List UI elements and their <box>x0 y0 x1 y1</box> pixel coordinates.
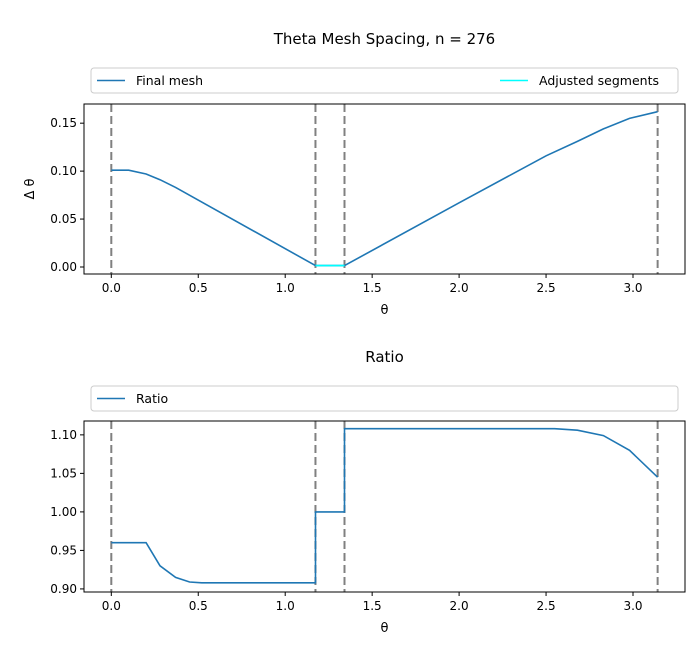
legend: Final mesh Adjusted segments <box>90 67 679 94</box>
axes-frame <box>83 420 686 593</box>
x-tick-label: 0.0 <box>102 281 121 295</box>
series-line-final-mesh <box>111 110 658 267</box>
y-tick-label: 0.10 <box>50 164 77 178</box>
y-axis-label: Δ θ <box>23 178 38 199</box>
legend-box <box>90 385 679 412</box>
y-tick-label: 0.90 <box>50 582 77 596</box>
x-tick-label: 1.5 <box>363 599 382 613</box>
series-line-ratio <box>111 427 659 584</box>
x-tick-label: 1.0 <box>276 281 295 295</box>
chart-title: Theta Mesh Spacing, n = 276 <box>273 30 495 48</box>
x-tick-label: 0.5 <box>189 281 208 295</box>
legend-box <box>90 67 679 94</box>
chart-title: Ratio <box>365 348 404 366</box>
x-tick-label: 3.0 <box>623 599 642 613</box>
legend: Ratio <box>90 385 679 412</box>
x-tick-label: 2.5 <box>537 281 556 295</box>
subplot-2: Ratio 0.0 0.5 1.0 1.5 2.0 2.5 3.0 0.90 0.95 1.00 1.… <box>50 348 686 636</box>
x-tick-label: 3.0 <box>623 281 642 295</box>
y-tick-label: 1.00 <box>50 505 77 519</box>
x-tick-label: 1.5 <box>363 281 382 295</box>
y-tick-label: 0.95 <box>50 543 77 557</box>
x-tick-label: 0.0 <box>102 599 121 613</box>
x-tick-label: 0.5 <box>189 599 208 613</box>
y-tick-label: 0.00 <box>50 260 77 274</box>
y-tick-label: 1.10 <box>50 428 77 442</box>
x-axis-label: θ <box>381 621 389 636</box>
y-tick-label: 0.15 <box>50 116 77 130</box>
axes-frame <box>83 103 686 275</box>
y-tick-label: 1.05 <box>50 466 77 480</box>
y-tick-label: 0.05 <box>50 212 77 226</box>
legend-label: Adjusted segments <box>539 73 659 88</box>
x-tick-label: 2.0 <box>450 281 469 295</box>
x-tick-label: 2.0 <box>450 599 469 613</box>
x-tick-label: 2.5 <box>537 599 556 613</box>
legend-label: Ratio <box>136 391 168 406</box>
subplot-1: Theta Mesh Spacing, n = 276 0.0 0.5 1.0 1.5 2… <box>23 30 686 318</box>
x-tick-label: 1.0 <box>276 599 295 613</box>
x-axis-label: θ <box>381 303 389 318</box>
legend-label: Final mesh <box>136 73 203 88</box>
